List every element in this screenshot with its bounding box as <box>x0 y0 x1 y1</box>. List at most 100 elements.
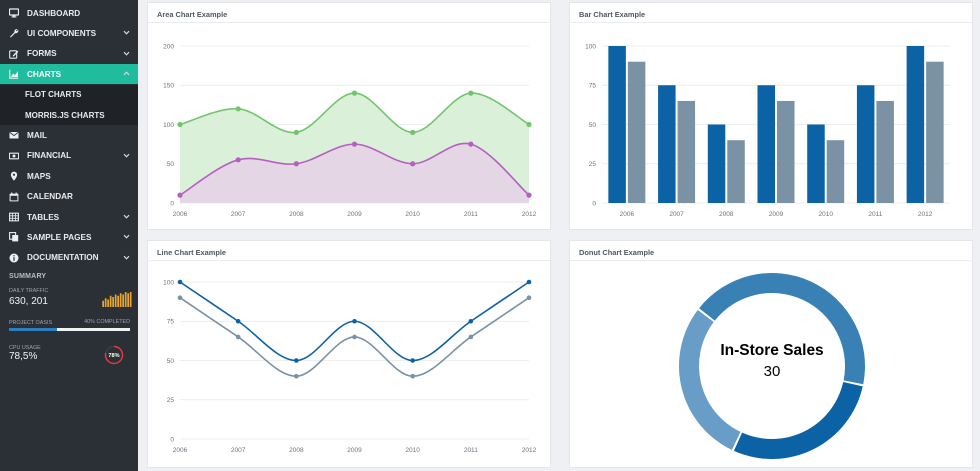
sidebar-item-financial[interactable]: FINANCIAL <box>0 146 138 166</box>
x-tick-label: 2012 <box>522 211 537 218</box>
sidebar: DASHBOARD UI COMPONENTS FORMS CHARTS FLOT CH… <box>0 0 138 471</box>
traffic-bar <box>109 295 112 307</box>
area-chart-icon <box>9 69 19 79</box>
info-circle-icon <box>9 253 19 263</box>
traffic-bar <box>102 300 104 307</box>
traffic-bar <box>104 298 107 307</box>
traffic-bar <box>119 293 122 307</box>
y-tick-label: 50 <box>167 358 175 365</box>
traffic-bar <box>122 294 124 307</box>
bar-series-0 <box>658 85 676 203</box>
panel-header: Area Chart Example <box>148 3 550 23</box>
y-tick-label: 0 <box>592 200 596 207</box>
sidebar-item-documentation[interactable]: DOCUMENTATION <box>0 248 138 268</box>
sidebar-subitem-flot-charts[interactable]: FLOT CHARTS <box>0 84 138 105</box>
bar-series-0 <box>856 85 875 203</box>
sidebar-item-maps[interactable]: MAPS <box>0 166 138 186</box>
traffic-bar <box>124 292 127 307</box>
sidebar-item-tables[interactable]: TABLES <box>0 207 138 227</box>
bar-chart-panel: Bar Chart Example 0 25 50 75 100 2006 2007 2008… <box>569 2 973 230</box>
gauge-fill <box>104 345 124 365</box>
sidebar-item-dashboard[interactable]: DASHBOARD <box>0 3 138 23</box>
project-progress-bar <box>9 328 130 331</box>
sidebar-item-sample-pages[interactable]: SAMPLE PAGES <box>0 227 138 247</box>
x-tick-label: 2008 <box>289 447 304 454</box>
project-progress-fill <box>9 328 58 331</box>
chevron-down-icon <box>123 50 130 57</box>
envelope-icon <box>9 130 19 140</box>
sidebar-item-ui-components[interactable]: UI COMPONENTS <box>0 23 138 43</box>
data-point <box>293 129 299 135</box>
data-point <box>468 334 474 340</box>
data-point <box>526 121 532 128</box>
sidebar-item-calendar[interactable]: CALENDAR <box>0 187 138 207</box>
panel-title: Bar Chart Example <box>579 10 646 19</box>
panel-header: Line Chart Example <box>148 241 550 261</box>
panel-header: Bar Chart Example <box>570 3 972 23</box>
data-point <box>526 295 532 300</box>
data-point <box>410 161 416 167</box>
donut-chart[interactable]: In-Store Sales 30 <box>570 262 972 467</box>
bar-series-0 <box>707 124 726 203</box>
y-tick-label: 50 <box>167 161 175 168</box>
y-tick-label: 0 <box>170 436 174 443</box>
data-point <box>293 161 299 167</box>
wrench-icon <box>9 28 19 38</box>
money-icon <box>9 151 19 161</box>
data-point <box>526 279 532 285</box>
bar-series-1 <box>777 100 795 203</box>
data-point <box>468 141 474 147</box>
data-point <box>352 334 357 340</box>
sidebar-item-mail[interactable]: MAIL <box>0 125 138 145</box>
panel-title: Area Chart Example <box>157 10 228 19</box>
monitor-icon <box>9 8 19 18</box>
bar-series-1 <box>876 100 894 203</box>
cpu-usage-label: CPU USAGE <box>9 345 41 351</box>
copy-icon <box>9 232 19 242</box>
x-tick-label: 2006 <box>173 211 188 218</box>
y-tick-label: 150 <box>163 83 174 90</box>
bar-series-1 <box>826 140 845 203</box>
x-tick-label: 2009 <box>769 211 784 218</box>
x-tick-label: 2009 <box>347 211 362 218</box>
project-progress-label: 40% COMPLETED <box>84 319 130 325</box>
y-tick-label: 100 <box>163 279 174 286</box>
donut-slice-2 <box>679 309 741 450</box>
sidebar-subitem-morris-js-charts[interactable]: MORRIS.JS CHARTS <box>0 105 138 125</box>
line-chart-panel: Line Chart Example 0 25 50 75 100 2006 2007 200… <box>147 240 551 468</box>
panel-title: Line Chart Example <box>157 248 226 257</box>
donut-inner-ring <box>700 294 844 438</box>
traffic-bar <box>117 295 119 307</box>
x-tick-label: 2007 <box>669 211 684 218</box>
x-tick-label: 2011 <box>464 211 478 218</box>
bar-series-1 <box>627 61 646 204</box>
x-tick-label: 2007 <box>231 447 246 454</box>
donut-center-value: 30 <box>764 363 781 380</box>
sidebar-item-label: FINANCIAL <box>27 151 72 161</box>
project-label: PROJECT OASIS <box>9 320 53 326</box>
y-tick-label: 25 <box>167 397 175 404</box>
chevron-down-icon <box>123 29 130 36</box>
area-fill-series-1 <box>180 143 529 203</box>
panel-title: Donut Chart Example <box>579 248 655 257</box>
daily-traffic-sparkline <box>102 292 132 307</box>
sidebar-item-label: UI COMPONENTS <box>27 28 97 38</box>
data-point <box>294 373 299 379</box>
y-tick-label: 50 <box>589 122 597 129</box>
cpu-gauge: 78% <box>104 345 124 365</box>
traffic-bar <box>114 294 117 307</box>
sidebar-item-label: DOCUMENTATION <box>27 253 99 263</box>
y-tick-label: 75 <box>167 319 175 326</box>
table-icon <box>9 212 19 222</box>
sidebar-item-charts[interactable]: CHARTS <box>0 64 138 85</box>
data-point <box>468 318 474 324</box>
chevron-down-icon <box>123 233 130 240</box>
sidebar-item-forms[interactable]: FORMS <box>0 44 138 64</box>
data-point <box>177 192 183 198</box>
data-point <box>235 157 241 163</box>
data-point <box>177 121 183 128</box>
bar-series-1 <box>727 140 745 203</box>
data-point <box>294 358 299 363</box>
y-tick-label: 0 <box>170 200 174 207</box>
x-tick-label: 2007 <box>231 211 246 218</box>
